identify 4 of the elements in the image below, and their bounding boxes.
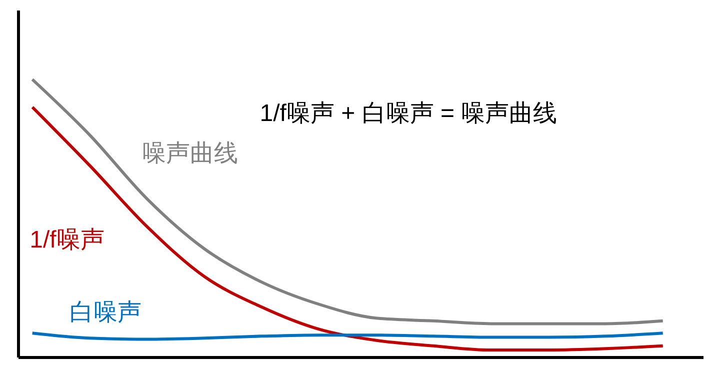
series-label: 白噪声 — [70, 299, 142, 326]
series-label: 1/f噪声 — [30, 226, 104, 254]
annotation: 1/f噪声 + 白噪声 = 噪声曲线 — [260, 100, 558, 128]
series-label: 噪声曲线 — [142, 140, 238, 167]
